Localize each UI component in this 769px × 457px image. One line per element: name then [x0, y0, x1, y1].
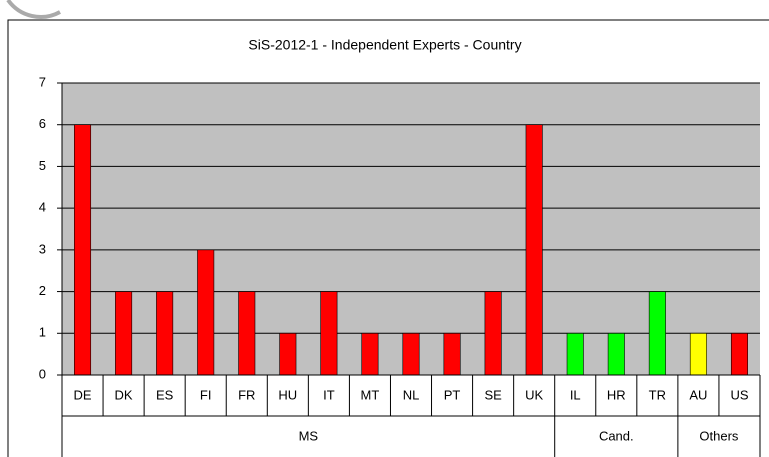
x-tick-label: UK: [525, 387, 543, 402]
y-tick-label: 7: [39, 74, 46, 89]
y-tick-label: 3: [39, 241, 46, 256]
x-tick-label: AU: [689, 387, 707, 402]
chart-title: SiS-2012-1 - Independent Experts - Count…: [248, 37, 521, 53]
bar: [607, 332, 625, 376]
bar: [279, 332, 297, 376]
bar: [689, 332, 707, 376]
x-tick-label: DK: [115, 387, 133, 402]
bar: [443, 332, 461, 376]
y-tick-label: 1: [39, 325, 46, 340]
x-tick-label: DE: [73, 387, 91, 402]
bar: [402, 332, 420, 376]
x-tick-label: US: [730, 387, 748, 402]
x-tick-label: NL: [403, 387, 420, 402]
x-tick-label: FI: [200, 387, 212, 402]
x-tick-label: HR: [607, 387, 626, 402]
x-tick-label: SE: [484, 387, 502, 402]
x-tick-label: ES: [156, 387, 174, 402]
bar: [648, 291, 666, 376]
bar: [566, 332, 584, 376]
x-tick-label: MT: [361, 387, 380, 402]
bar: [74, 124, 92, 376]
x-tick-label: IL: [570, 387, 581, 402]
y-tick-label: 0: [39, 366, 46, 381]
bar: [730, 332, 748, 376]
bar: [115, 291, 133, 376]
bar: [320, 291, 338, 376]
bar: [238, 291, 256, 376]
y-tick-label: 2: [39, 283, 46, 298]
plot-area: [62, 83, 760, 375]
y-tick-label: 6: [39, 116, 46, 131]
x-tick-label: FR: [238, 387, 255, 402]
bar: [156, 291, 174, 376]
bar: [361, 332, 379, 376]
y-tick-label: 4: [39, 200, 46, 215]
bar: [484, 291, 502, 376]
x-tick-label: PT: [444, 387, 461, 402]
y-tick-label: 5: [39, 158, 46, 173]
logo-fragment: [6, 0, 61, 19]
bar: [525, 124, 543, 376]
x-tick-label: TR: [649, 387, 666, 402]
x-tick-label: HU: [278, 387, 297, 402]
group-label: Others: [699, 428, 739, 443]
bar: [197, 249, 215, 376]
group-label: Cand.: [599, 428, 634, 443]
x-tick-label: IT: [323, 387, 335, 402]
group-label: MS: [299, 428, 319, 443]
